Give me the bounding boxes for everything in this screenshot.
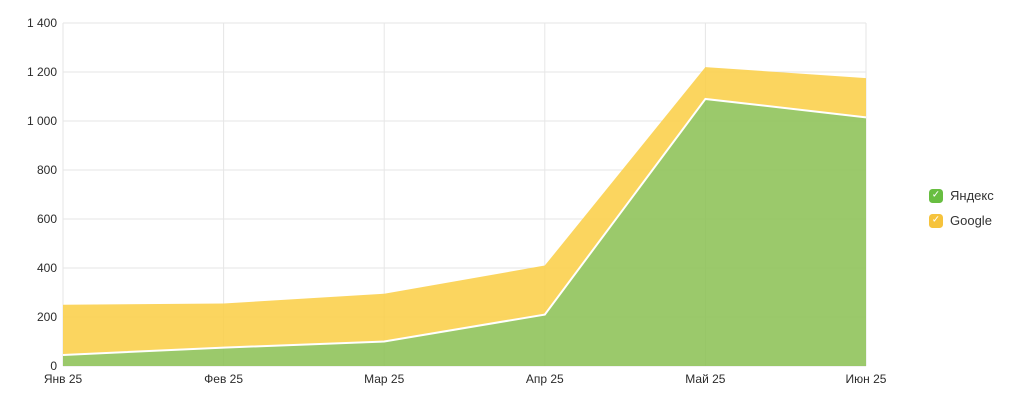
y-tick-label: 1 000 — [26, 114, 57, 128]
x-tick-label: Фев 25 — [204, 372, 244, 386]
y-tick-label: 800 — [36, 163, 57, 177]
google-checkbox-icon[interactable]: ✓ — [929, 214, 943, 228]
yandex-checkbox-icon[interactable]: ✓ — [929, 189, 943, 203]
y-tick-label: 0 — [50, 359, 57, 373]
legend-label-yandex: Яндекс — [950, 188, 994, 203]
y-tick-label: 1 200 — [26, 65, 57, 79]
legend-label-google: Google — [950, 213, 992, 228]
check-icon: ✓ — [931, 214, 941, 226]
check-icon: ✓ — [931, 189, 941, 201]
y-tick-label: 1 400 — [26, 16, 57, 30]
y-tick-label: 200 — [36, 310, 57, 324]
legend-item-google[interactable]: ✓ Google — [929, 212, 994, 230]
chart-legend: ✓ Яндекс ✓ Google — [929, 187, 994, 230]
x-tick-label: Янв 25 — [43, 372, 83, 386]
y-tick-label: 600 — [36, 212, 57, 226]
x-tick-label: Май 25 — [685, 372, 726, 386]
y-tick-label: 400 — [36, 261, 57, 275]
x-tick-label: Апр 25 — [525, 372, 564, 386]
x-tick-label: Июн 25 — [845, 372, 887, 386]
legend-item-yandex[interactable]: ✓ Яндекс — [929, 187, 994, 205]
x-tick-label: Мар 25 — [364, 372, 405, 386]
